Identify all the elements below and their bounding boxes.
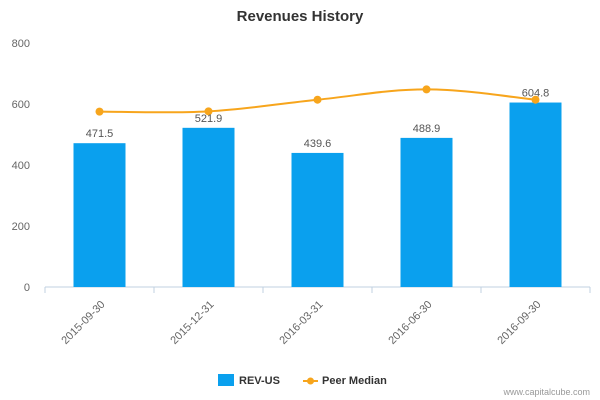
data-labels: 471.5 521.9 439.6 488.9 604.8 — [86, 88, 550, 150]
y-axis: 0 200 400 600 800 — [12, 38, 30, 294]
x-tick-label: 2016-03-31 — [277, 299, 325, 347]
bar-rev-us[interactable] — [182, 127, 235, 288]
x-tick-label: 2015-09-30 — [59, 299, 107, 347]
data-label-rev-us: 604.8 — [522, 88, 550, 100]
x-tick-label: 2015-12-31 — [168, 299, 216, 347]
bar-rev-us[interactable] — [73, 143, 126, 287]
legend-label-peer-median[interactable]: Peer Median — [322, 375, 387, 387]
point-peer-median[interactable] — [313, 95, 322, 104]
y-tick-label: 400 — [12, 160, 30, 172]
point-peer-median[interactable] — [204, 107, 213, 116]
point-peer-median[interactable] — [95, 107, 104, 116]
legend-label-rev-us[interactable]: REV-US — [239, 375, 280, 387]
x-tick-label: 2016-09-30 — [495, 299, 543, 347]
bar-rev-us[interactable] — [400, 137, 453, 287]
legend-swatch-rev-us — [218, 374, 234, 386]
y-tick-label: 800 — [12, 38, 30, 50]
legend-marker-peer-median — [307, 377, 314, 385]
y-tick-label: 0 — [24, 282, 30, 294]
bar-rev-us[interactable] — [291, 152, 344, 287]
data-label-rev-us: 439.6 — [304, 138, 332, 150]
credit-text: www.capitalcube.com — [502, 387, 590, 397]
point-peer-median[interactable] — [531, 95, 540, 104]
legend: REV-US Peer Median — [218, 374, 387, 387]
point-peer-median[interactable] — [422, 85, 431, 94]
x-axis: 2015-09-30 2015-12-31 2016-03-31 2016-06-30… — [44, 287, 591, 347]
data-label-rev-us: 488.9 — [413, 123, 441, 135]
y-tick-label: 200 — [12, 221, 30, 233]
bar-series — [73, 102, 562, 288]
chart-title: Revenues History — [237, 8, 364, 25]
data-label-rev-us: 521.9 — [195, 113, 223, 125]
bar-rev-us[interactable] — [509, 102, 562, 287]
y-tick-label: 600 — [12, 99, 30, 111]
x-tick-label: 2016-06-30 — [386, 299, 434, 347]
data-label-rev-us: 471.5 — [86, 128, 114, 140]
line-series — [95, 85, 540, 116]
